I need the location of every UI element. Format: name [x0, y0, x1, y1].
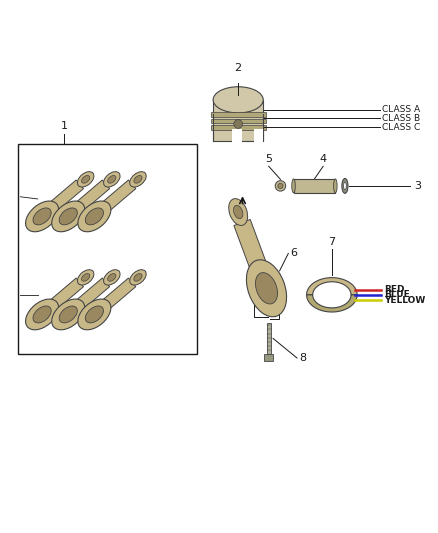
Ellipse shape [78, 270, 94, 285]
Ellipse shape [130, 270, 146, 285]
Bar [18, 144, 197, 354]
Polygon shape [102, 180, 136, 211]
Text: CLASS C: CLASS C [382, 123, 420, 132]
Ellipse shape [213, 87, 263, 113]
Ellipse shape [59, 306, 78, 323]
Ellipse shape [342, 179, 348, 193]
Polygon shape [50, 180, 84, 211]
Ellipse shape [25, 299, 59, 330]
Bar [264, 354, 273, 361]
Ellipse shape [78, 172, 94, 187]
Ellipse shape [85, 306, 103, 323]
Text: 8: 8 [299, 353, 306, 363]
Ellipse shape [81, 175, 90, 183]
Ellipse shape [247, 260, 286, 317]
Ellipse shape [103, 270, 120, 285]
Ellipse shape [134, 273, 142, 281]
Ellipse shape [334, 179, 337, 193]
Text: 6: 6 [290, 248, 297, 259]
Ellipse shape [275, 181, 286, 191]
Text: 3: 3 [415, 181, 422, 191]
Ellipse shape [52, 299, 85, 330]
Ellipse shape [103, 172, 120, 187]
Text: CLASS B: CLASS B [382, 114, 420, 123]
Text: BLUE: BLUE [385, 290, 410, 300]
Text: 2: 2 [235, 62, 242, 72]
Ellipse shape [134, 175, 142, 183]
Bar [213, 100, 263, 141]
Ellipse shape [33, 306, 51, 323]
Polygon shape [50, 278, 84, 309]
Ellipse shape [78, 299, 111, 330]
Ellipse shape [255, 272, 278, 304]
Bar [254, 129, 263, 143]
Ellipse shape [344, 182, 346, 190]
Ellipse shape [234, 119, 243, 128]
Text: 4: 4 [320, 154, 327, 164]
Polygon shape [76, 180, 110, 211]
Bar [293, 179, 336, 193]
Ellipse shape [33, 208, 51, 225]
Text: 7: 7 [328, 237, 336, 247]
Bar [232, 129, 242, 143]
Text: RED: RED [385, 285, 405, 294]
Ellipse shape [130, 172, 146, 187]
Bar [211, 119, 266, 123]
Polygon shape [76, 278, 110, 309]
Polygon shape [102, 278, 136, 309]
Ellipse shape [108, 273, 116, 281]
Bar [266, 323, 271, 354]
Polygon shape [234, 220, 266, 269]
Bar [211, 125, 266, 130]
Ellipse shape [292, 179, 295, 193]
Ellipse shape [78, 201, 111, 232]
Ellipse shape [108, 175, 116, 183]
Ellipse shape [81, 273, 90, 281]
Text: 5: 5 [265, 154, 272, 164]
Bar [211, 112, 266, 117]
Polygon shape [307, 278, 357, 295]
Ellipse shape [25, 201, 59, 232]
Ellipse shape [233, 205, 243, 219]
Ellipse shape [229, 199, 247, 225]
Polygon shape [307, 295, 357, 312]
Text: 1: 1 [60, 122, 67, 132]
Ellipse shape [278, 183, 283, 189]
Ellipse shape [59, 208, 78, 225]
Text: CLASS A: CLASS A [382, 105, 420, 114]
Ellipse shape [85, 208, 103, 225]
Text: YELLOW: YELLOW [385, 296, 426, 304]
Ellipse shape [52, 201, 85, 232]
